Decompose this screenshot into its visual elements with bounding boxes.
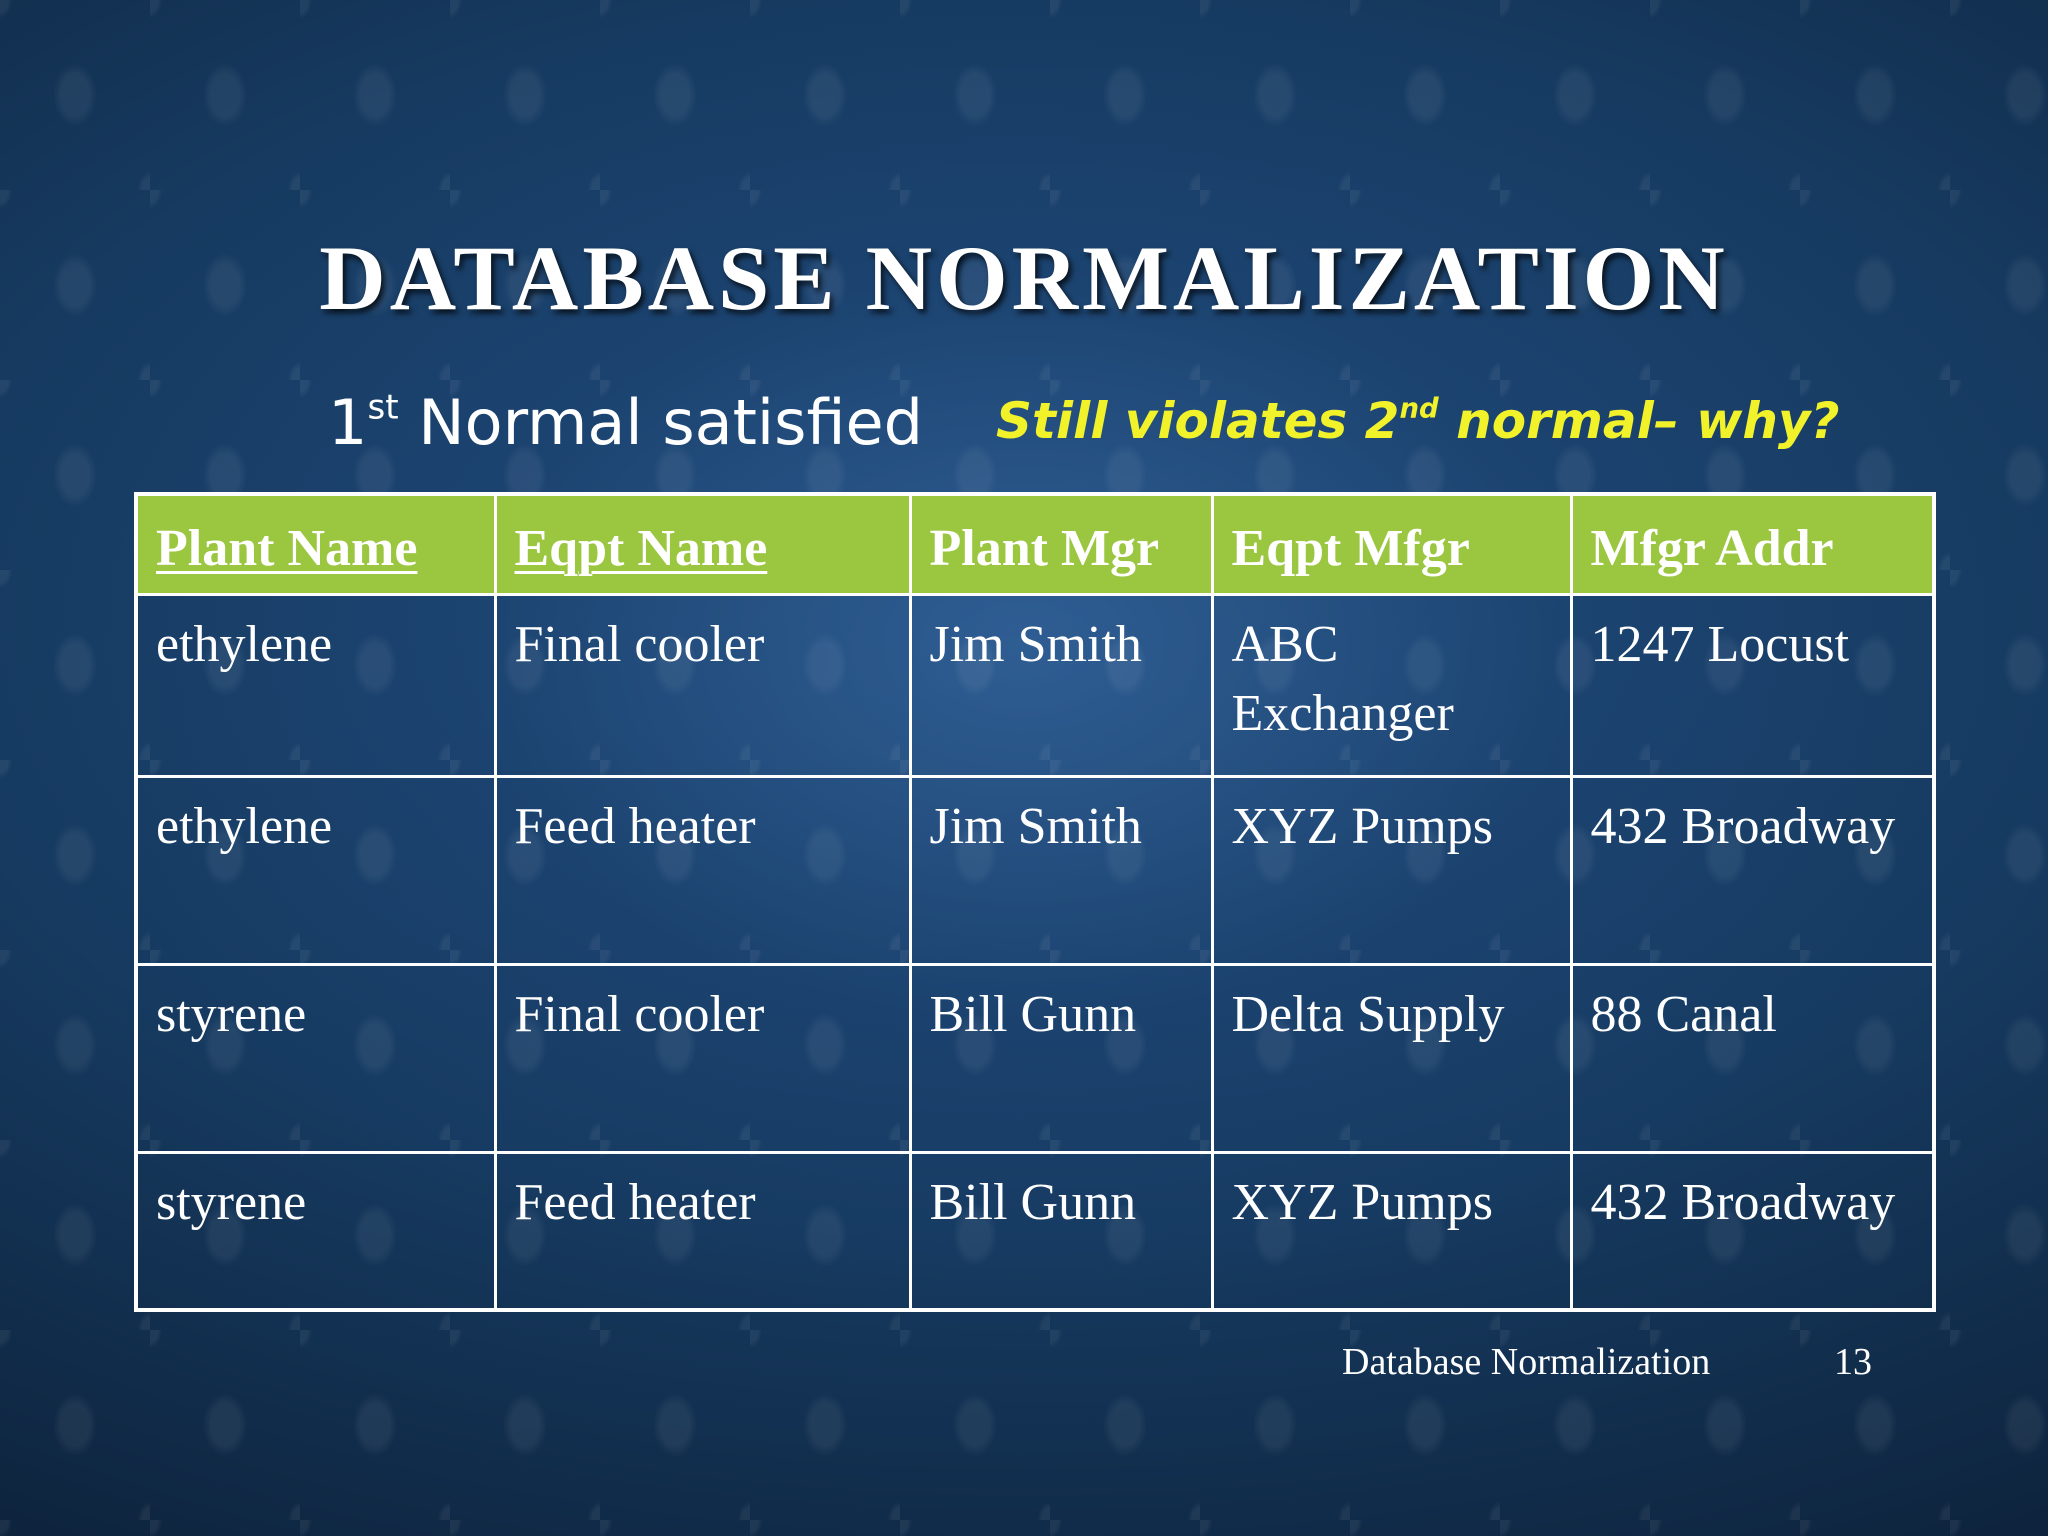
- table-row: ethylene Feed heater Jim Smith XYZ Pumps…: [134, 774, 1936, 966]
- cell-eqpt-mfgr: ABC Exchanger: [1210, 592, 1573, 778]
- cell-eqpt-name: Feed heater: [493, 1150, 912, 1312]
- table-row: styrene Feed heater Bill Gunn XYZ Pumps …: [134, 1150, 1936, 1312]
- cell-eqpt-name: Final cooler: [493, 962, 912, 1154]
- header-mfgr-addr: Mfgr Addr: [1569, 492, 1936, 596]
- table-header-row: Plant Name Eqpt Name Plant Mgr Eqpt Mfgr…: [134, 492, 1936, 596]
- header-eqpt-name: Eqpt Name: [493, 492, 912, 596]
- subtitle-second-normal-question: Still violates 2nd normal– why?: [996, 395, 1840, 446]
- cell-plant-mgr: Bill Gunn: [908, 1150, 1214, 1312]
- header-plant-mgr: Plant Mgr: [908, 492, 1214, 596]
- cell-plant-name: styrene: [134, 1150, 497, 1312]
- cell-mfgr-addr: 88 Canal: [1569, 962, 1936, 1154]
- subtitle-right-superscript: nd: [1399, 392, 1439, 425]
- table-row: styrene Final cooler Bill Gunn Delta Sup…: [134, 962, 1936, 1154]
- cell-mfgr-addr: 432 Broadway: [1569, 774, 1936, 966]
- cell-mfgr-addr: 432 Broadway: [1569, 1150, 1936, 1312]
- cell-plant-name: ethylene: [134, 774, 497, 966]
- header-plant-name: Plant Name: [134, 492, 497, 596]
- subtitle-right-before: Still violates 2: [996, 392, 1400, 450]
- table-row: ethylene Final cooler Jim Smith ABC Exch…: [134, 592, 1936, 778]
- slide-title: DATABASE NORMALIZATION: [319, 227, 1729, 329]
- cell-eqpt-name: Feed heater: [493, 774, 912, 966]
- footer-title: Database Normalization: [1342, 1341, 1711, 1383]
- cell-plant-mgr: Jim Smith: [908, 774, 1214, 966]
- plant-equipment-table: Plant Name Eqpt Name Plant Mgr Eqpt Mfgr…: [134, 492, 1936, 1312]
- subtitle-left-superscript: st: [367, 387, 399, 428]
- subtitle-first-normal: 1st Normal satisfied: [328, 390, 923, 454]
- cell-eqpt-name: Final cooler: [493, 592, 912, 778]
- slide-page-number: 13: [1834, 1341, 1872, 1383]
- subtitle-left-text: Normal satisfied: [398, 386, 924, 459]
- cell-plant-mgr: Jim Smith: [908, 592, 1214, 778]
- cell-plant-name: ethylene: [134, 592, 497, 778]
- cell-eqpt-mfgr: XYZ Pumps: [1210, 1150, 1573, 1312]
- cell-plant-mgr: Bill Gunn: [908, 962, 1214, 1154]
- cell-mfgr-addr: 1247 Locust: [1569, 592, 1936, 778]
- cell-eqpt-mfgr: XYZ Pumps: [1210, 774, 1573, 966]
- plant-equipment-table-container: Plant Name Eqpt Name Plant Mgr Eqpt Mfgr…: [134, 492, 1936, 1312]
- cell-eqpt-mfgr: Delta Supply: [1210, 962, 1573, 1154]
- subtitle-left-number: 1: [328, 386, 368, 459]
- subtitle-right-after: normal– why?: [1438, 392, 1840, 450]
- header-eqpt-mfgr: Eqpt Mfgr: [1210, 492, 1573, 596]
- cell-plant-name: styrene: [134, 962, 497, 1154]
